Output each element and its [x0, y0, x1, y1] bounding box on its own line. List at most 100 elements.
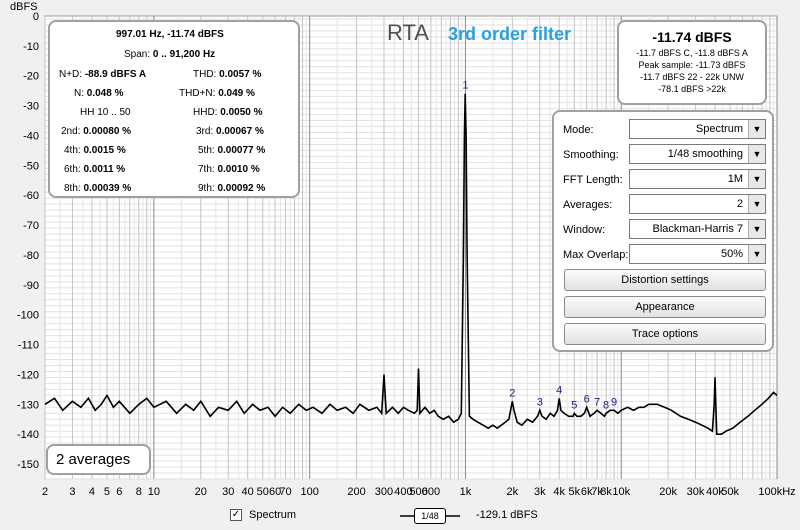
harmonic-marker-6: 6 — [584, 393, 590, 405]
x-tick-label: 3k — [534, 486, 546, 498]
main-level-value: -11.74 dBFS — [652, 29, 732, 45]
harmonic-marker-1: 1 — [462, 80, 468, 92]
x-tick-label: 500 — [409, 486, 427, 498]
y-tick-label: -40 — [23, 130, 39, 142]
x-tick-label: 400 — [394, 486, 412, 498]
averages-label: Averages: — [563, 199, 613, 211]
h5-value: 0.00077 % — [217, 145, 266, 156]
smoothing-label: Smoothing: — [563, 149, 619, 161]
x-tick-label: 5 — [104, 486, 110, 498]
h9-row: 9th: 0.00092 % — [198, 183, 265, 194]
x-tick-label: 10k — [612, 486, 630, 498]
chevron-down-icon[interactable]: ▼ — [748, 145, 765, 163]
h4-label: 4th: — [64, 145, 81, 156]
averages-value: 2 — [736, 198, 743, 210]
h5-row: 5th: 0.00077 % — [198, 145, 265, 156]
y-tick-label: 0 — [33, 11, 39, 23]
span-label: Span: — [124, 49, 151, 60]
hhd-value: 0.0050 % — [220, 107, 263, 118]
x-tick-label: 6 — [116, 486, 122, 498]
mode-value: Spectrum — [695, 123, 743, 135]
thdn-row: THD+N: 0.049 % — [179, 88, 255, 99]
chart-title: RTA — [387, 20, 429, 45]
x-tick-label: 4 — [89, 486, 95, 498]
thdn-label: THD+N: — [179, 88, 216, 99]
x-tick-label: 2 — [42, 486, 48, 498]
axis-labels: 0 -10 -20 -30 -40 -50 -60 -70 -80 -90 -100 -110 -120… — [17, 11, 796, 498]
smoothing-select[interactable]: 1/48 smoothing ▼ — [629, 144, 766, 164]
span-value: 0 .. 91,200 Hz — [152, 49, 216, 60]
above-22k-value: -78.1 dBFS >22k — [658, 84, 726, 94]
harmonic-marker-5: 5 — [571, 399, 577, 411]
x-tick-label: 2k — [507, 486, 519, 498]
y-tick-label: -140 — [17, 429, 39, 441]
max-overlap-label: Max Overlap: — [563, 249, 629, 261]
max-overlap-value: 50% — [720, 248, 743, 260]
legend-level-value: -129.1 dBFS — [476, 509, 538, 521]
distortion-stats-panel[interactable]: 997.01 Hz, -11.74 dBFS Span: 0 .. 91,200… — [48, 20, 300, 198]
x-tick-label: 7k — [591, 486, 603, 498]
x-tick-label: 30k — [687, 486, 705, 498]
h6-row: 6th: 0.0011 % — [64, 164, 125, 175]
chevron-down-icon[interactable]: ▼ — [748, 170, 765, 188]
chevron-down-icon[interactable]: ▼ — [748, 220, 765, 238]
x-tick-label: 50k — [721, 486, 739, 498]
h3-row: 3rd: 0.00067 % — [196, 126, 264, 137]
appearance-button[interactable]: Appearance — [564, 296, 766, 318]
harmonic-marker-2: 2 — [509, 387, 515, 399]
h4-value: 0.0015 % — [83, 145, 126, 156]
y-tick-label: -80 — [23, 250, 39, 262]
mode-select[interactable]: Spectrum ▼ — [629, 119, 766, 139]
chart-subtitle: 3rd order filter — [448, 24, 572, 44]
x-tick-label: 3 — [69, 486, 75, 498]
averages-select[interactable]: 2 ▼ — [629, 194, 766, 214]
y-tick-label: -130 — [17, 399, 39, 411]
hhd-label: HHD: — [193, 107, 218, 118]
x-tick-label: 40 — [242, 486, 254, 498]
h3-value: 0.00067 % — [216, 126, 264, 137]
thdn-value: 0.049 % — [218, 88, 255, 99]
window-select[interactable]: Blackman-Harris 7 ▼ — [629, 219, 766, 239]
h8-row: 8th: 0.00039 % — [64, 183, 131, 194]
peak-sample-value: Peak sample: -11.73 dBFS — [638, 60, 746, 70]
fft-length-select[interactable]: 1M ▼ — [629, 169, 766, 189]
chevron-down-icon[interactable]: ▼ — [748, 120, 765, 138]
chevron-down-icon[interactable]: ▼ — [748, 245, 765, 263]
x-tick-label: 50 — [257, 486, 269, 498]
window-label: Window: — [563, 224, 606, 236]
h9-label: 9th: — [198, 183, 215, 194]
y-tick-label: -150 — [17, 459, 39, 471]
trace-options-button[interactable]: Trace options — [564, 323, 766, 345]
x-tick-label: 8 — [136, 486, 142, 498]
x-tick-label: 100 — [300, 486, 318, 498]
y-tick-label: -10 — [23, 41, 39, 53]
y-tick-label: -30 — [23, 101, 39, 113]
max-overlap-select[interactable]: 50% ▼ — [629, 244, 766, 264]
h7-row: 7th: 0.0010 % — [198, 164, 260, 175]
fft-length-label: FFT Length: — [563, 174, 623, 186]
rta-controls-panel: Mode: Spectrum ▼ Smoothing: 1/48 smoothi… — [552, 110, 774, 352]
h2-label: 2nd: — [61, 126, 81, 137]
h2-value: 0.00080 % — [83, 126, 132, 137]
distortion-settings-button[interactable]: Distortion settings — [564, 269, 766, 291]
spectrum-checkbox[interactable]: ✓ — [230, 509, 242, 521]
h7-label: 7th: — [198, 164, 215, 175]
smoothing-icon[interactable]: 1/48 — [414, 508, 446, 524]
h8-value: 0.00039 % — [83, 183, 132, 194]
harmonic-marker-4: 4 — [556, 384, 562, 396]
nd-label: N+D: — [59, 69, 83, 80]
h5-label: 5th: — [198, 145, 215, 156]
level-readout-panel[interactable]: -11.74 dBFS -11.7 dBFS C, -11.8 dBFS A P… — [617, 20, 767, 105]
x-tick-label: 60 — [269, 486, 281, 498]
spectrum-trace — [44, 93, 778, 436]
cursor-readout: 997.01 Hz, -11.74 dBFS — [116, 29, 224, 40]
window-value: Blackman-Harris 7 — [652, 223, 743, 235]
level-weighted-values: -11.7 dBFS C, -11.8 dBFS A — [636, 48, 748, 58]
y-axis-unit-label: dBFS — [10, 1, 38, 13]
h9-value: 0.00092 % — [217, 183, 266, 194]
x-tick-label: 4k — [553, 486, 565, 498]
chevron-down-icon[interactable]: ▼ — [748, 195, 765, 213]
unweighted-band-value: -11.7 dBFS 22 - 22k UNW — [640, 72, 744, 82]
x-tick-label: 5k — [569, 486, 581, 498]
x-tick-label: 20k — [659, 486, 677, 498]
